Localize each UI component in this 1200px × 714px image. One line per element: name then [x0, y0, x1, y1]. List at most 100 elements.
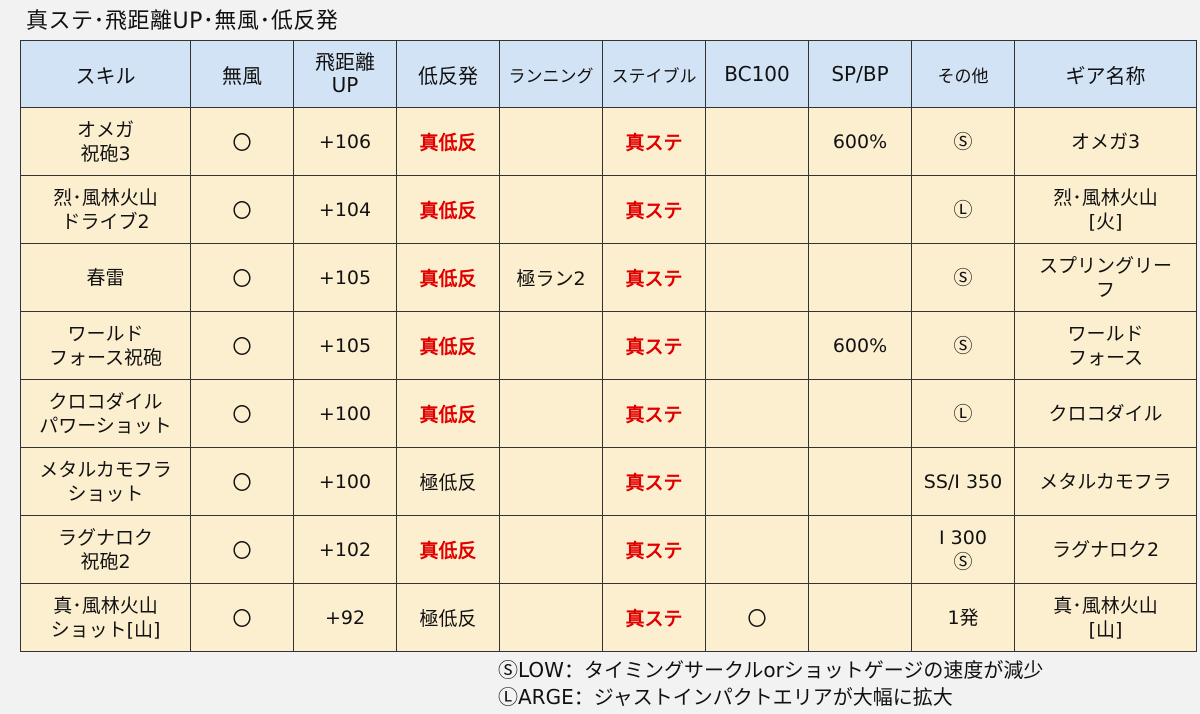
other-line: Ⓛ	[953, 402, 973, 425]
gear-name-line: スプリングリー	[1038, 254, 1172, 277]
gear-cell: メタルカモフラ	[1014, 447, 1197, 516]
stable-cell: 真ステ	[602, 379, 706, 448]
bc100-cell	[705, 447, 809, 516]
skill-name-line: ドライブ2	[61, 210, 150, 233]
lowrep-cell: 真低反	[396, 175, 500, 244]
header-other: その他	[911, 40, 1015, 108]
running-cell	[499, 311, 603, 380]
header-running: ランニング	[499, 40, 603, 108]
lowrep-cell: 真低反	[396, 107, 500, 176]
other-line: Ⓢ	[953, 334, 973, 357]
other-cell: Ⓢ	[911, 311, 1015, 380]
skill-name-line: メタルカモフラ	[39, 458, 172, 481]
spbp-cell	[808, 583, 912, 652]
lowrep-cell: 極低反	[396, 447, 500, 516]
bc100-cell	[705, 379, 809, 448]
gear-cell: クロコダイル	[1014, 379, 1197, 448]
skill-cell: 春雷	[20, 243, 191, 312]
other-line: SS/I 350	[923, 470, 1003, 493]
other-cell: 1発	[911, 583, 1015, 652]
spbp-cell: 600%	[808, 311, 912, 380]
stable-cell: 真ステ	[602, 107, 706, 176]
distance-cell: +102	[293, 515, 397, 584]
table-header-row: スキル 無風 飛距離UP 低反発 ランニング ステイブル BC100 SP/BP…	[20, 40, 1197, 108]
other-line: I 300	[939, 526, 987, 549]
table-row: クロコダイル パワーショット〇 +100 真低反 真ステ Ⓛ クロコダイル	[20, 379, 1197, 448]
gear-name-line: 烈･風林火山	[1053, 186, 1158, 209]
mufu-cell: 〇	[190, 515, 294, 584]
gear-name-line: ラグナロク2	[1051, 538, 1160, 561]
gear-cell: 烈･風林火山 [火]	[1014, 175, 1197, 244]
table-row: 春雷 〇 +105 真低反 極ラン2 真ステ Ⓢ スプリングリーフ	[20, 243, 1197, 312]
gear-name-line: [山]	[1088, 618, 1123, 641]
running-cell	[499, 515, 603, 584]
mufu-cell: 〇	[190, 379, 294, 448]
other-line: Ⓢ	[953, 550, 973, 573]
skill-cell: オメガ 祝砲3	[20, 107, 191, 176]
skill-name-line: ショット[山]	[50, 618, 161, 641]
distance-cell: +105	[293, 243, 397, 312]
running-cell	[499, 107, 603, 176]
header-distance: 飛距離UP	[293, 40, 397, 108]
spbp-cell	[808, 175, 912, 244]
gear-cell: オメガ3	[1014, 107, 1197, 176]
table-row: ワールド フォース祝砲〇 +105 真低反 真ステ 600% Ⓢ ワールド フォース	[20, 311, 1197, 380]
other-cell: Ⓢ	[911, 243, 1015, 312]
distance-cell: +104	[293, 175, 397, 244]
distance-cell: +105	[293, 311, 397, 380]
header-distance-text: 飛距離UP	[315, 50, 375, 97]
bc100-cell	[705, 175, 809, 244]
skill-name-line: オメガ	[76, 118, 134, 141]
stable-cell: 真ステ	[602, 583, 706, 652]
distance-cell: +92	[293, 583, 397, 652]
bc100-cell	[705, 311, 809, 380]
bc100-cell	[705, 107, 809, 176]
skill-name-line: 祝砲2	[80, 550, 131, 573]
header-mufu: 無風	[190, 40, 294, 108]
lowrep-cell: 真低反	[396, 243, 500, 312]
header-lowrep: 低反発	[396, 40, 500, 108]
mufu-cell: 〇	[190, 447, 294, 516]
distance-cell: +100	[293, 379, 397, 448]
lowrep-cell: 極低反	[396, 583, 500, 652]
skill-name-line: ラグナロク	[57, 526, 153, 549]
skill-name-line: 春雷	[86, 266, 125, 289]
skill-cell: 烈･風林火山 ドライブ2	[20, 175, 191, 244]
mufu-cell: 〇	[190, 107, 294, 176]
skill-cell: メタルカモフラ ショット	[20, 447, 191, 516]
lowrep-cell: 真低反	[396, 379, 500, 448]
spbp-cell	[808, 447, 912, 516]
header-spbp: SP/BP	[808, 40, 912, 108]
other-cell: I 300 Ⓢ	[911, 515, 1015, 584]
other-line: 1発	[947, 606, 979, 629]
skill-cell: クロコダイル パワーショット	[20, 379, 191, 448]
running-cell	[499, 379, 603, 448]
running-cell: 極ラン2	[499, 243, 603, 312]
mufu-cell: 〇	[190, 175, 294, 244]
distance-cell: +100	[293, 447, 397, 516]
spbp-cell: 600%	[808, 107, 912, 176]
legend-notes: ⓈLOW：タイミングサークルorショットゲージの速度が減少 ⓁARGE：ジャスト…	[498, 657, 1043, 711]
gear-name-line: オメガ3	[1070, 130, 1141, 153]
skill-name-line: クロコダイル	[48, 390, 163, 413]
lowrep-cell: 真低反	[396, 515, 500, 584]
running-cell	[499, 583, 603, 652]
mufu-cell: 〇	[190, 583, 294, 652]
skill-name-line: パワーショット	[39, 414, 172, 437]
table-row: メタルカモフラ ショット〇 +100 極低反 真ステ SS/I 350 メタルカモフラ	[20, 447, 1197, 516]
gear-cell: 真･風林火山 [山]	[1014, 583, 1197, 652]
stable-cell: 真ステ	[602, 311, 706, 380]
skill-name-line: 祝砲3	[80, 142, 131, 165]
header-skill: スキル	[20, 40, 191, 108]
gear-cell: ワールド フォース	[1014, 311, 1197, 380]
other-line: Ⓢ	[953, 130, 973, 153]
skill-name-line: 真･風林火山	[53, 594, 158, 617]
running-cell	[499, 447, 603, 516]
mufu-cell: 〇	[190, 311, 294, 380]
stable-cell: 真ステ	[602, 175, 706, 244]
table-body: オメガ 祝砲3 〇 +106 真低反 真ステ 600% Ⓢ オメガ3 烈･風林火山 ドライブ2 〇 +1…	[20, 107, 1197, 652]
bc100-cell	[705, 515, 809, 584]
skill-cell: ワールド フォース祝砲	[20, 311, 191, 380]
skill-name-line: フォース祝砲	[48, 346, 163, 369]
note-large: ⓁARGE：ジャストインパクトエリアが大幅に拡大	[498, 685, 953, 709]
